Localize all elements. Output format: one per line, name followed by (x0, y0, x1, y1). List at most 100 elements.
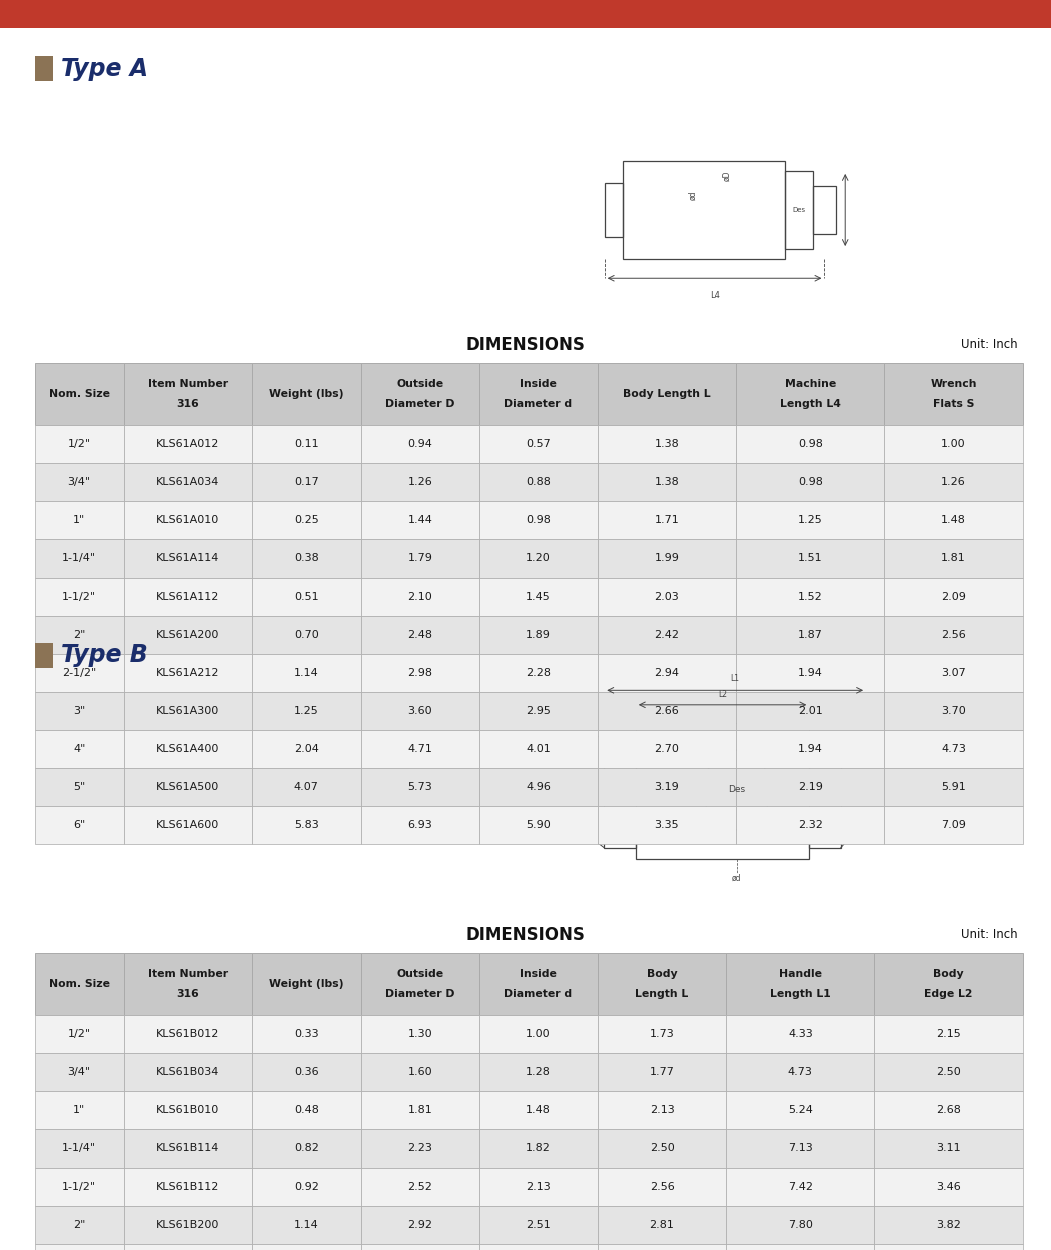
Bar (479, 1205, 598, 1244)
Text: Diameter d: Diameter d (504, 399, 573, 409)
Text: Des: Des (728, 785, 745, 795)
Bar (812, 185, 836, 235)
Bar (35, 654, 124, 692)
Text: 2.56: 2.56 (650, 1181, 675, 1191)
Bar (623, 161, 785, 259)
Bar (35, 730, 124, 768)
Text: 2.52: 2.52 (408, 1181, 432, 1191)
Text: 2.09: 2.09 (941, 591, 966, 601)
Bar (360, 501, 479, 540)
Text: 0.98: 0.98 (798, 439, 823, 449)
Bar (360, 425, 479, 464)
Bar (479, 768, 598, 806)
Text: 2.92: 2.92 (408, 1220, 432, 1230)
Bar (598, 1052, 726, 1091)
Text: DIMENSIONS: DIMENSIONS (466, 336, 585, 354)
Bar (736, 768, 884, 806)
Bar (124, 425, 252, 464)
Bar (35, 1205, 124, 1244)
Bar (598, 768, 736, 806)
Text: Item Number: Item Number (148, 969, 228, 979)
Text: Inside: Inside (520, 379, 557, 389)
Text: 7.13: 7.13 (788, 1144, 812, 1154)
Bar (598, 615, 736, 654)
Text: 0.33: 0.33 (294, 1029, 318, 1039)
Text: 1.71: 1.71 (655, 515, 679, 525)
Text: KLS61A500: KLS61A500 (157, 782, 220, 792)
Text: Length L: Length L (636, 989, 688, 999)
Bar (884, 425, 1023, 464)
Bar (35, 1130, 124, 1168)
Text: 2.19: 2.19 (798, 782, 823, 792)
Text: 2.13: 2.13 (527, 1181, 551, 1191)
Bar (726, 1168, 874, 1205)
Text: 1.52: 1.52 (798, 591, 823, 601)
Bar (124, 1091, 252, 1130)
Bar (874, 952, 1023, 1015)
Bar (479, 578, 598, 616)
Text: 0.94: 0.94 (408, 439, 432, 449)
Text: Nom. Size: Nom. Size (48, 979, 109, 989)
Text: 2.10: 2.10 (408, 591, 432, 601)
Text: 316: 316 (177, 989, 200, 999)
Bar (360, 654, 479, 692)
Text: 5.24: 5.24 (788, 1105, 812, 1115)
Bar (884, 501, 1023, 540)
Bar (736, 425, 884, 464)
Text: Type B: Type B (61, 642, 148, 668)
Bar (598, 462, 736, 501)
Bar (252, 806, 360, 845)
Text: 1.60: 1.60 (408, 1068, 432, 1078)
Text: 4.73: 4.73 (941, 744, 966, 754)
Text: 1": 1" (73, 515, 85, 525)
Text: 2.03: 2.03 (655, 591, 679, 601)
Bar (35, 362, 124, 425)
Bar (598, 362, 736, 425)
Text: 4.33: 4.33 (788, 1029, 812, 1039)
Text: KLS61A200: KLS61A200 (157, 630, 220, 640)
Text: 1.48: 1.48 (941, 515, 966, 525)
Text: 1.94: 1.94 (798, 668, 823, 678)
Text: KLS61B114: KLS61B114 (157, 1144, 220, 1154)
Bar (884, 768, 1023, 806)
Bar (884, 615, 1023, 654)
Bar (598, 1015, 726, 1052)
Text: 5": 5" (73, 782, 85, 792)
Text: 3/4": 3/4" (67, 1068, 90, 1078)
Bar (35, 501, 124, 540)
Bar (252, 768, 360, 806)
Bar (479, 693, 598, 730)
Text: L4: L4 (709, 291, 720, 300)
Bar (360, 1015, 479, 1052)
Text: 0.98: 0.98 (798, 478, 823, 488)
Bar (736, 501, 884, 540)
Bar (124, 578, 252, 616)
Bar (884, 540, 1023, 578)
Bar (252, 462, 360, 501)
Bar (252, 730, 360, 768)
Text: 5.83: 5.83 (294, 820, 318, 830)
Bar (124, 501, 252, 540)
Text: øD: øD (723, 170, 731, 181)
Bar (604, 732, 636, 848)
Bar (124, 693, 252, 730)
Bar (124, 615, 252, 654)
Bar (360, 1244, 479, 1250)
Bar (884, 730, 1023, 768)
Text: 1.81: 1.81 (941, 554, 966, 564)
Text: 2.04: 2.04 (294, 744, 318, 754)
Bar (785, 171, 812, 249)
Bar (884, 693, 1023, 730)
Bar (124, 1130, 252, 1168)
Bar (726, 1052, 874, 1091)
Bar (360, 362, 479, 425)
Bar (884, 654, 1023, 692)
Bar (598, 1205, 726, 1244)
Text: Item Number: Item Number (148, 379, 228, 389)
Bar (809, 732, 841, 848)
Bar (124, 1015, 252, 1052)
Bar (35, 693, 124, 730)
Text: 2.95: 2.95 (527, 706, 551, 716)
Bar (360, 1168, 479, 1205)
Text: L2: L2 (718, 690, 727, 700)
